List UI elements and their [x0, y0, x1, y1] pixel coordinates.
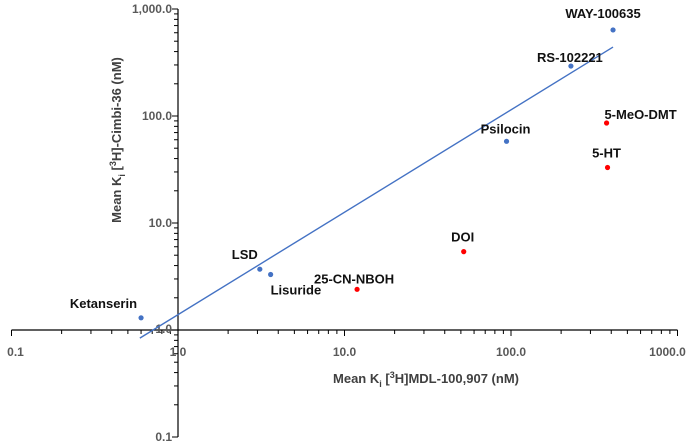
- x-tick-label: 1.0: [170, 345, 187, 359]
- x-tick-label: 100.0: [496, 345, 526, 359]
- data-point: [503, 138, 510, 144]
- y-tick-label: 1,000.0: [132, 2, 172, 16]
- y-tick-label: 0.1: [155, 430, 172, 444]
- data-point: [354, 286, 360, 292]
- data-point: [603, 120, 610, 126]
- point-label: Lisuride: [271, 283, 322, 298]
- data-point: [610, 27, 616, 33]
- y-tick-label: 10.0: [149, 216, 173, 230]
- y-tick-label: 100.0: [142, 109, 172, 123]
- point-label: 5-MeO-DMT: [604, 107, 676, 122]
- data-point: [568, 63, 574, 69]
- point-label: 5-HT: [592, 146, 621, 161]
- data-point: [604, 164, 611, 171]
- x-tick-label: 1000.0: [649, 345, 686, 359]
- x-axis-title: Mean Ki [3H]MDL-100,907 (nM): [333, 370, 519, 389]
- point-label: Ketanserin: [70, 296, 137, 311]
- x-tick-label: 10.0: [333, 345, 357, 359]
- data-point: [257, 266, 263, 272]
- trendline: [139, 46, 614, 339]
- point-label: LSD: [232, 247, 258, 262]
- point-label: DOI: [451, 230, 474, 245]
- x-tick-label: 0.1: [7, 345, 24, 359]
- point-label: WAY-100635: [565, 6, 640, 21]
- data-point: [268, 271, 274, 278]
- point-label: 25-CN-NBOH: [314, 271, 394, 286]
- y-axis-title: Mean Ki [3H]-Cimbi-36 (nM): [108, 57, 127, 223]
- point-label: RS-102221: [537, 50, 603, 65]
- data-point: [138, 315, 144, 321]
- data-point: [461, 249, 467, 255]
- point-label: Psilocin: [481, 121, 531, 136]
